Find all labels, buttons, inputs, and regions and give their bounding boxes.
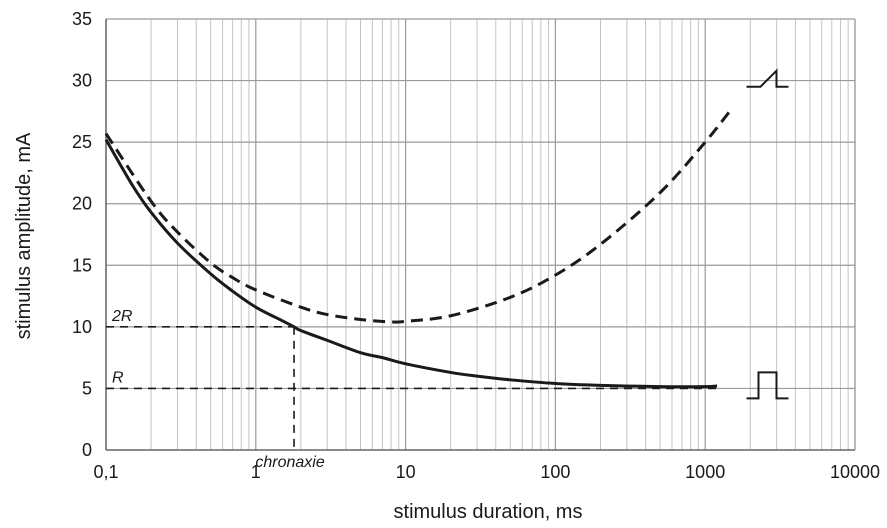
x-tick-labels: 0,1 1 10 100 1000 10000: [93, 462, 880, 482]
x-tick-label: 100: [540, 462, 570, 482]
y-tick-label: 5: [82, 378, 92, 398]
y-tick-label: 15: [72, 255, 92, 275]
x-axis-label: stimulus duration, ms: [394, 501, 583, 523]
chronaxie-label: chronaxie: [255, 454, 324, 471]
ramp-pulse-icon: [746, 68, 789, 88]
major-gridlines: [105, 18, 856, 451]
minor-gridlines: [150, 19, 849, 450]
y-tick-label: 35: [72, 9, 92, 29]
y-tick-label: 20: [72, 194, 92, 214]
reference-line-label: R: [112, 369, 124, 386]
reference-lines: [106, 326, 718, 450]
y-tick-label: 10: [72, 317, 92, 337]
y-tick-label: 0: [82, 440, 92, 460]
plot-frame: [105, 19, 856, 451]
dashed-curve: [104, 107, 733, 324]
y-axis-label: stimulus amplitude, mA: [13, 132, 35, 339]
curves: [104, 107, 733, 389]
x-tick-label: 10: [396, 462, 416, 482]
pulse-icons: [746, 68, 789, 400]
x-tick-label: 0,1: [93, 462, 118, 482]
x-tick-label: 1000: [685, 462, 725, 482]
y-tick-label: 25: [72, 132, 92, 152]
rectangular-pulse-icon: [746, 371, 789, 400]
x-tick-label: 1: [251, 462, 261, 482]
reference-line-label: 2R: [111, 308, 133, 325]
y-tick-labels: 0 5 10 15 20 25 30 35: [72, 9, 92, 460]
y-tick-label: 30: [72, 71, 92, 91]
solid-curve: [104, 138, 718, 389]
x-tick-label: 10000: [830, 462, 880, 482]
